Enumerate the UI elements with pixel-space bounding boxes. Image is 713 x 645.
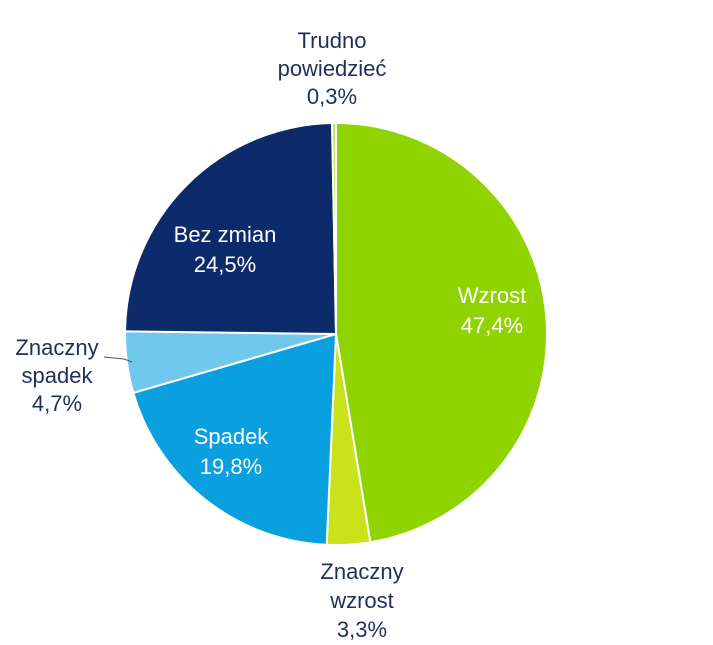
slice-value-label: 4,7% <box>32 391 82 416</box>
slice-name-label: wzrost <box>329 588 394 613</box>
slice-value-label: 3,3% <box>337 617 387 642</box>
slice-name-label: Wzrost <box>458 283 526 308</box>
slice-label-5: Trudno powiedzieć 0,3% <box>278 28 387 109</box>
slice-label-1: Znaczny wzrost 3,3% <box>320 559 403 642</box>
slice-name-label: powiedzieć <box>278 56 387 81</box>
pie-slice-5 <box>331 121 337 335</box>
slice-name-label: Znaczny <box>15 335 98 360</box>
slice-label-0: Wzrost 47,4% <box>458 283 526 338</box>
pie-slices <box>124 121 548 546</box>
slice-value-label: 47,4% <box>461 313 523 338</box>
pie-slice-4 <box>124 122 338 336</box>
slice-name-label: spadek <box>22 363 94 388</box>
slice-name-label: Bez zmian <box>174 222 277 247</box>
slice-labels: Wzrost 47,4% Znaczny wzrost 3,3% Spadek 19,8% Z… <box>15 28 526 642</box>
leader-line-znaczny-spadek <box>103 356 133 363</box>
pie-slice-0 <box>335 121 548 544</box>
slice-value-label: 19,8% <box>200 454 262 479</box>
slice-value-label: 24,5% <box>194 252 256 277</box>
slice-name-label: Spadek <box>194 424 270 449</box>
leader-lines <box>103 356 133 363</box>
slice-name-label: Trudno <box>298 28 367 53</box>
slice-name-label: Znaczny <box>320 559 403 584</box>
slice-label-2: Spadek 19,8% <box>194 424 270 479</box>
slice-label-3: Znaczny spadek 4,7% <box>15 335 98 416</box>
slice-label-4: Bez zmian 24,5% <box>174 222 277 277</box>
slice-value-label: 0,3% <box>307 84 357 109</box>
pie-slice-2 <box>132 332 338 546</box>
